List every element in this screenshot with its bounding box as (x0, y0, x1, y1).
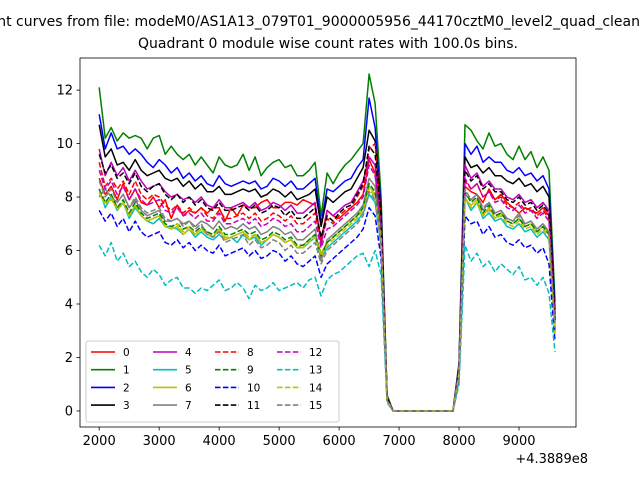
plot-frame (79, 57, 577, 428)
x-tick-label: 8000 (443, 434, 476, 449)
series-line-11 (98, 145, 556, 412)
x-tick-label: 3000 (143, 434, 176, 449)
chart-title: Quadrant 0 module wise count rates with … (138, 36, 518, 52)
x-tick-label: 2000 (83, 434, 116, 449)
legend-label-4: 4 (185, 347, 192, 359)
y-tick-label: 2 (65, 351, 73, 366)
legend-label-14: 14 (309, 382, 323, 394)
x-axis-offset-label: +4.3889e8 (515, 452, 588, 467)
legend-label-12: 12 (309, 347, 322, 359)
legend-label-8: 8 (247, 347, 254, 359)
legend-label-2: 2 (123, 382, 130, 394)
legend-label-15: 15 (309, 400, 322, 412)
legend-label-13: 13 (309, 365, 322, 377)
legend-label-6: 6 (185, 382, 192, 394)
y-tick-label: 0 (65, 404, 73, 419)
legend-label-1: 1 (123, 365, 130, 377)
x-tick-label: 6000 (323, 434, 356, 449)
series-line-15 (98, 180, 556, 412)
series-line-3 (98, 124, 556, 412)
series-line-1 (98, 73, 556, 412)
y-tick-label: 10 (56, 137, 73, 152)
figure-suptitle: Light curves from file: modeM0/AS1A13_07… (0, 14, 640, 30)
y-tick-label: 8 (65, 191, 73, 206)
legend-label-0: 0 (123, 347, 130, 359)
legend-box (85, 340, 340, 423)
legend-label-3: 3 (123, 400, 130, 412)
legend-label-9: 9 (247, 365, 254, 377)
y-tick-label: 6 (65, 244, 73, 259)
x-tick-label: 4000 (203, 434, 236, 449)
series-line-12 (98, 164, 556, 412)
x-tick-label: 9000 (502, 434, 535, 449)
legend-label-7: 7 (185, 400, 192, 412)
legend-label-5: 5 (185, 365, 192, 377)
y-tick-label: 12 (56, 84, 73, 99)
series-line-4 (98, 148, 556, 412)
legend-label-10: 10 (247, 382, 260, 394)
series-line-13 (98, 241, 556, 412)
y-tick-label: 4 (65, 298, 73, 313)
x-tick-label: 5000 (263, 434, 296, 449)
x-tick-label: 7000 (383, 434, 416, 449)
series-line-2 (98, 97, 556, 412)
legend-label-11: 11 (247, 400, 260, 412)
series-line-10 (98, 206, 556, 412)
series-line-14 (98, 188, 556, 412)
series-group (98, 73, 556, 412)
series-line-9 (98, 182, 556, 412)
